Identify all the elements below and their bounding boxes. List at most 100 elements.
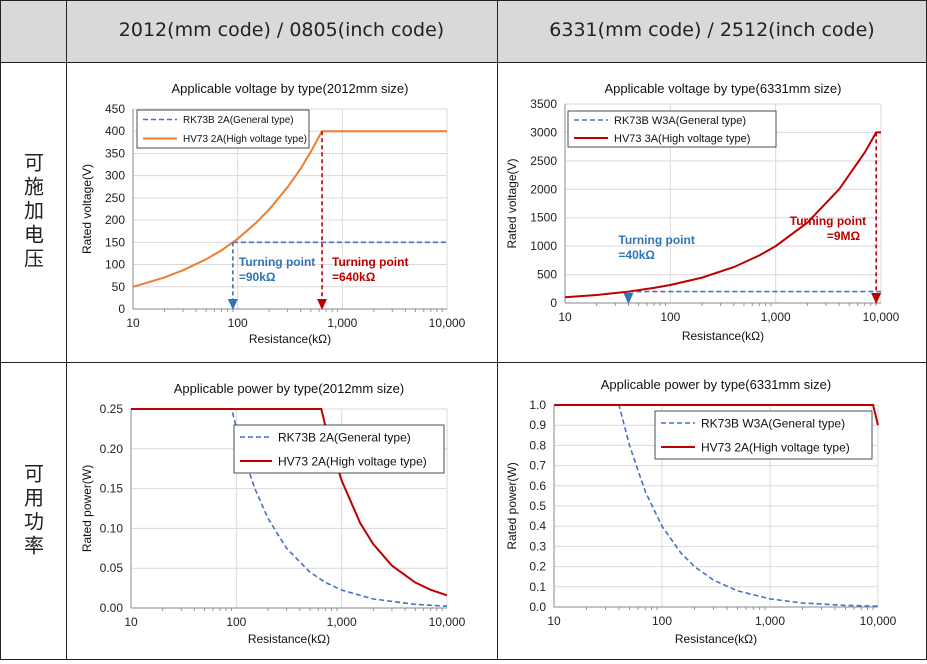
legend-box [136, 109, 310, 149]
legend-label: HV73 3A(High voltage type) [614, 133, 750, 145]
y-tick-label: 50 [112, 280, 126, 294]
x-tick-label: 100 [652, 614, 672, 628]
turning-point-arrow [871, 293, 882, 304]
y-tick-label: 150 [105, 235, 125, 249]
turning-point-arrow [623, 293, 634, 304]
header-2012-label: 2012(mm code) / 0805(inch code) [118, 19, 445, 41]
row-label-power-cell: 可用功率 [0, 362, 66, 660]
y-axis-label: Rated voltage(V) [505, 158, 519, 248]
y-tick-label: 0 [118, 302, 125, 316]
x-axis-label: Resistance(kΩ) [682, 329, 764, 343]
chart-title: Applicable voltage by type(2012mm size) [171, 81, 408, 96]
row-label-voltage-cell: 可施加电压 [0, 62, 66, 362]
header-6331: 6331(mm code) / 2512(inch code) [497, 0, 927, 62]
y-tick-label: 250 [105, 191, 125, 205]
header-6331-label: 6331(mm code) / 2512(inch code) [549, 19, 875, 41]
x-axis-label: Resistance(kΩ) [675, 632, 757, 646]
y-axis-label: Rated power(W) [80, 465, 94, 552]
turning-point-value: =40kΩ [618, 248, 655, 262]
x-tick-label: 1,000 [327, 316, 357, 330]
series-line-1 [564, 131, 881, 299]
legend-box [233, 424, 445, 474]
x-tick-label: 10,000 [429, 316, 466, 330]
row-label-power: 可用功率 [20, 463, 45, 559]
y-tick-label: 1500 [530, 211, 557, 225]
y-axis-label: Rated power(W) [505, 462, 519, 549]
y-tick-label: 0.1 [529, 580, 546, 594]
turning-point-label: Turning point [332, 255, 408, 269]
y-tick-label: 0.2 [529, 560, 546, 574]
y-tick-label: 0.6 [529, 479, 546, 493]
y-tick-label: 200 [105, 213, 125, 227]
chart-power-6331: Applicable power by type(6331mm size) 0.0… [505, 377, 897, 646]
chart-cell-v2012: Applicable voltage by type(2012mm size) 0… [67, 63, 497, 362]
chart-power-2012: Applicable power by type(2012mm size) 0.0… [80, 381, 466, 646]
legend-label: HV73 2A(High voltage type) [183, 134, 307, 145]
legend-label: RK73B W3A(General type) [614, 115, 746, 127]
chart-cell-p2012: Applicable power by type(2012mm size) 0.0… [67, 363, 497, 659]
legend-label: RK73B W3A(General type) [701, 416, 845, 430]
x-tick-label: 10,000 [429, 615, 466, 629]
y-tick-label: 1.0 [529, 398, 546, 412]
x-tick-label: 10,000 [860, 614, 897, 628]
x-tick-label: 10 [547, 614, 561, 628]
y-tick-label: 0.7 [529, 459, 546, 473]
y-tick-label: 450 [105, 102, 125, 116]
x-tick-label: 10 [126, 316, 140, 330]
y-tick-label: 350 [105, 146, 125, 160]
legend-label: HV73 2A(High voltage type) [701, 440, 850, 454]
turning-point-arrow [317, 299, 328, 310]
row-label-voltage: 可施加电压 [20, 152, 45, 272]
y-tick-label: 2000 [530, 182, 557, 196]
x-tick-label: 1,000 [755, 614, 785, 628]
y-tick-label: 0.0 [529, 600, 546, 614]
header-corner [0, 0, 66, 62]
x-tick-label: 100 [226, 615, 246, 629]
x-tick-label: 100 [660, 310, 680, 324]
chart-voltage-2012: Applicable voltage by type(2012mm size) 0… [80, 81, 466, 346]
legend-label: RK73B 2A(General type) [278, 430, 411, 444]
y-tick-label: 400 [105, 124, 125, 138]
chart-title: Applicable power by type(6331mm size) [601, 377, 832, 392]
header-2012: 2012(mm code) / 0805(inch code) [66, 0, 497, 62]
turning-point-arrow [227, 299, 238, 310]
series-line-1 [132, 130, 447, 288]
x-tick-label: 10 [558, 310, 572, 324]
y-axis-label: Rated voltage(V) [80, 164, 94, 254]
x-tick-label: 10 [124, 615, 138, 629]
series-line-1 [554, 404, 879, 426]
y-tick-label: 0.05 [100, 561, 124, 575]
y-tick-label: 2500 [530, 154, 557, 168]
chart-cell-v6331: Applicable voltage by type(6331mm size) 0… [498, 63, 926, 362]
turning-point-value: =640kΩ [332, 270, 376, 284]
chart-voltage-6331: Applicable voltage by type(6331mm size) 0… [505, 81, 900, 343]
y-tick-label: 0.25 [100, 402, 124, 416]
y-tick-label: 0.9 [529, 418, 546, 432]
y-tick-label: 1000 [530, 239, 557, 253]
chart-cell-p6331: Applicable power by type(6331mm size) 0.0… [498, 363, 926, 659]
legend-label: RK73B 2A(General type) [183, 115, 294, 126]
turning-point-value: =90kΩ [239, 270, 276, 284]
y-tick-label: 0.10 [100, 521, 124, 535]
x-tick-label: 100 [228, 316, 248, 330]
y-tick-label: 0.3 [529, 539, 546, 553]
y-tick-label: 0.15 [100, 482, 124, 496]
x-tick-label: 10,000 [863, 310, 900, 324]
y-tick-label: 3000 [530, 125, 557, 139]
turning-point-label: Turning point [239, 255, 315, 269]
series-line-1 [131, 408, 448, 597]
turning-point-label: Turning point [618, 233, 694, 247]
legend-box [567, 110, 777, 148]
y-tick-label: 0.00 [100, 601, 124, 615]
x-tick-label: 1,000 [327, 615, 357, 629]
y-tick-label: 0.5 [529, 499, 546, 513]
turning-point-value: =9MΩ [827, 229, 861, 243]
y-tick-label: 3500 [530, 97, 557, 111]
y-tick-label: 0.20 [100, 442, 124, 456]
legend-label: HV73 2A(High voltage type) [278, 454, 427, 468]
chart-title: Applicable power by type(2012mm size) [174, 381, 405, 396]
y-tick-label: 300 [105, 169, 125, 183]
chart-title: Applicable voltage by type(6331mm size) [604, 81, 841, 96]
y-tick-label: 500 [537, 268, 557, 282]
